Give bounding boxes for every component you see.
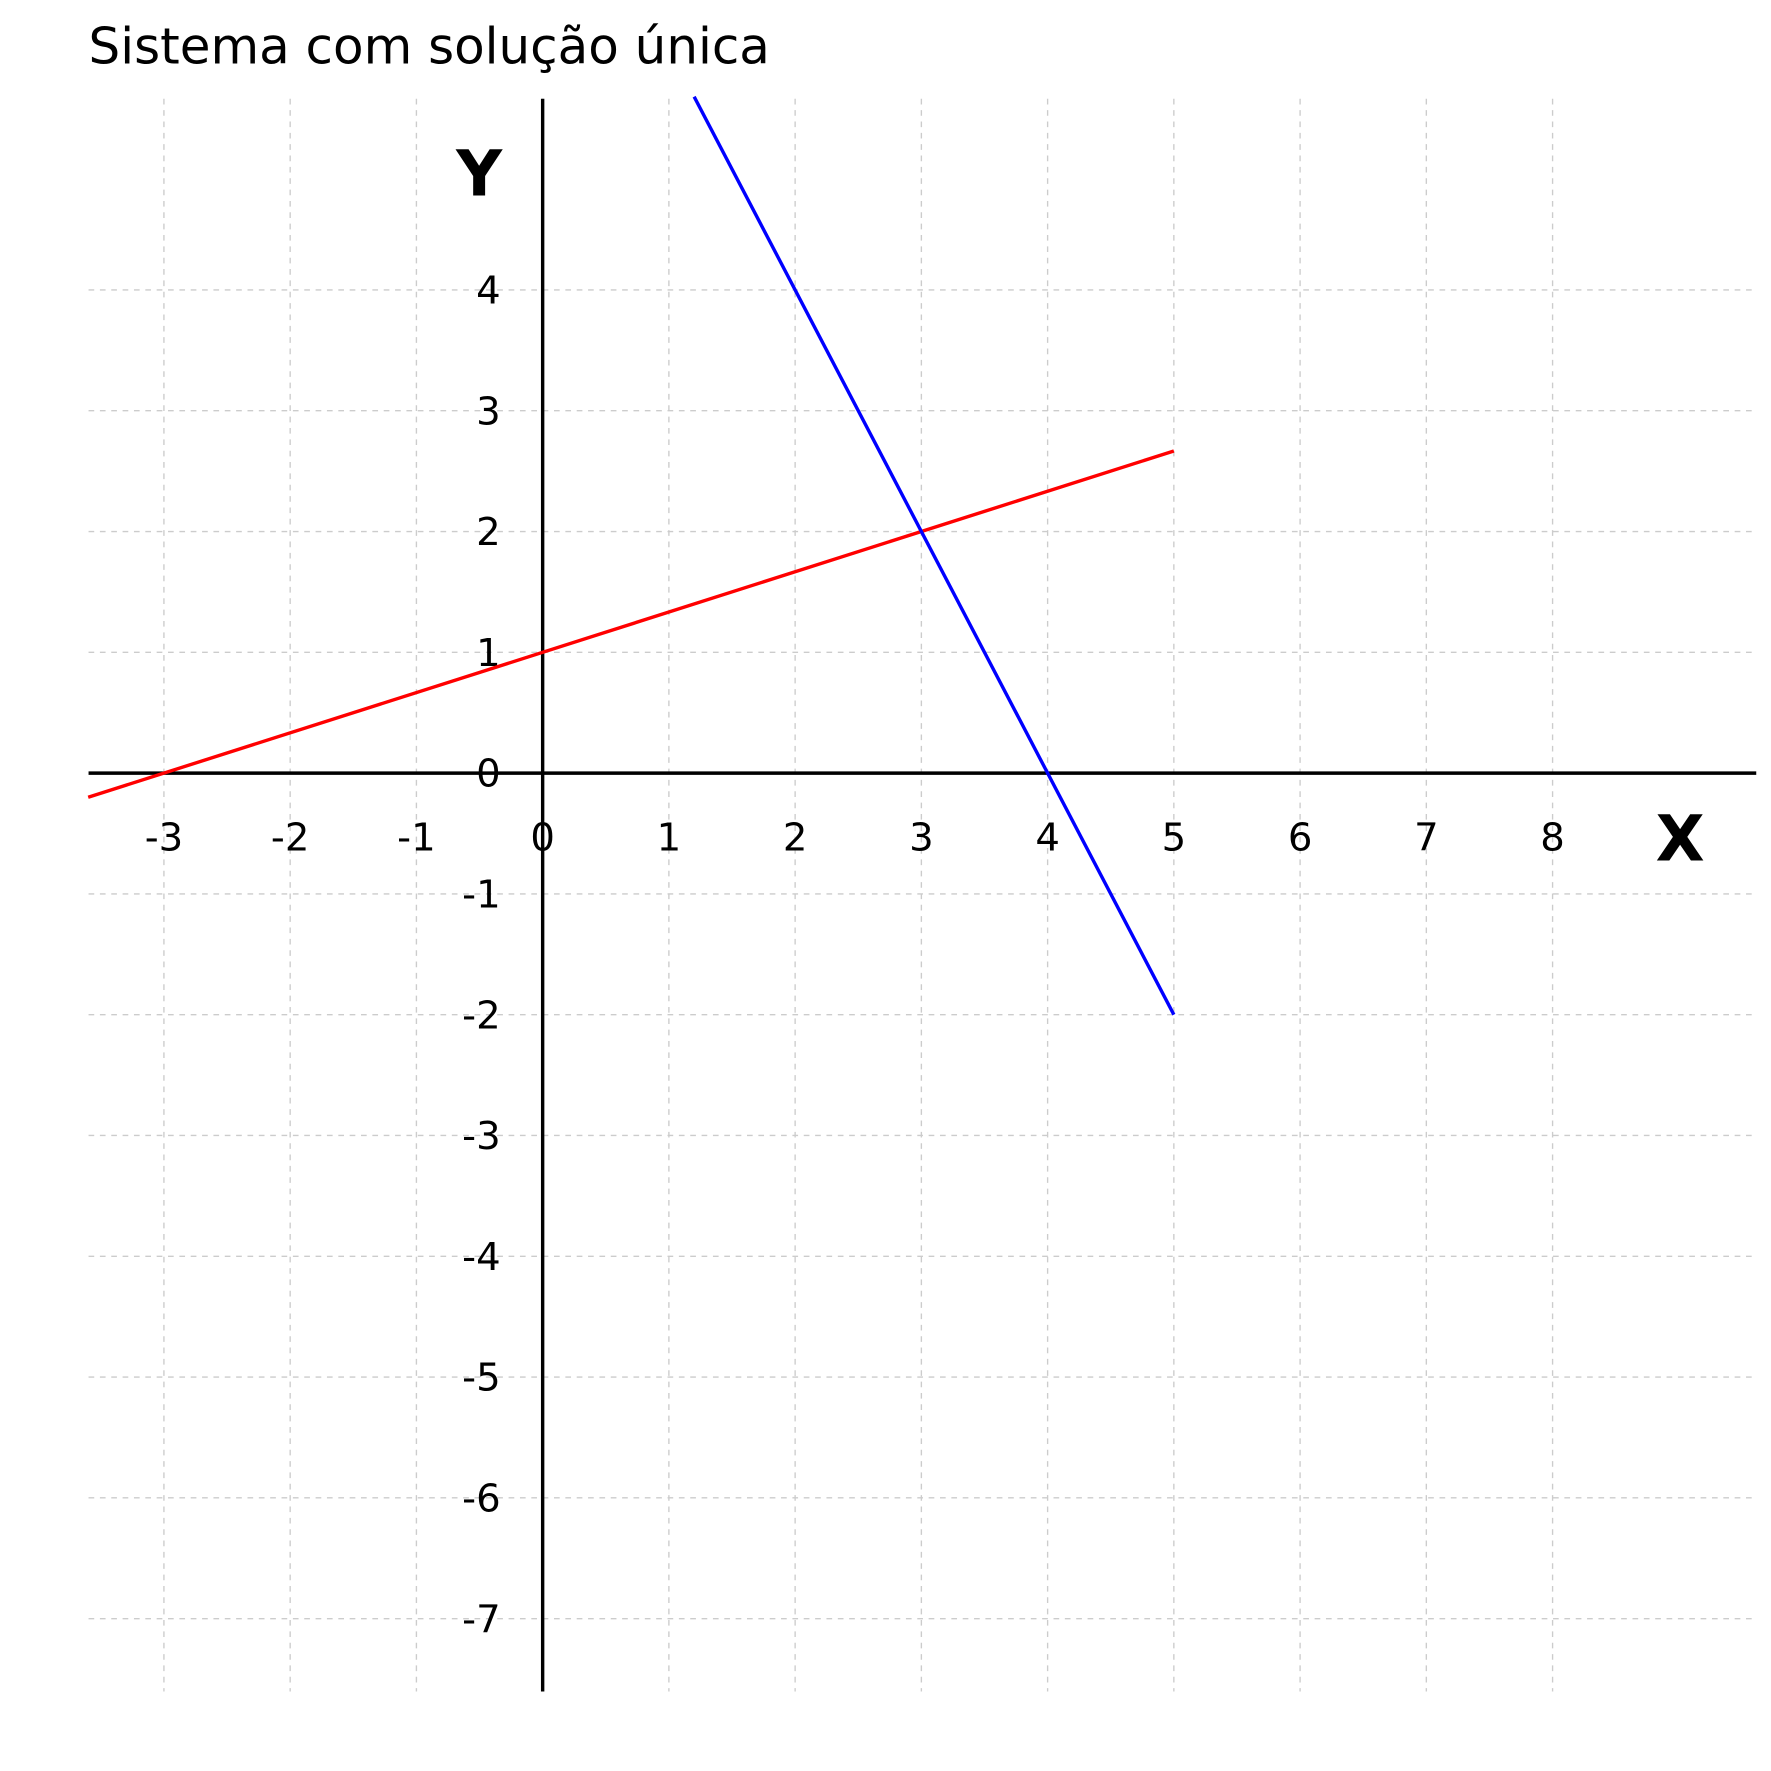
y-tick-label: -5: [462, 1356, 500, 1401]
y-tick-label: -1: [462, 873, 500, 918]
red-line: [87, 449, 1175, 799]
x-tick-label: 2: [783, 815, 808, 860]
x-tick-label: 5: [1162, 815, 1187, 860]
grid: [88, 98, 1757, 1692]
x-tick-label: -2: [271, 815, 309, 860]
y-tick-label: 0: [476, 752, 501, 797]
x-tick-label: 8: [1540, 815, 1565, 860]
x-axis-label: X: [1656, 802, 1705, 876]
x-tick-label: 1: [657, 815, 682, 860]
y-tick-label: 3: [476, 389, 501, 434]
chart-title: Sistema com solução única: [89, 18, 770, 76]
x-tick-label: 0: [530, 815, 555, 860]
y-tick-label: 4: [476, 269, 501, 314]
x-tick-label: 3: [909, 815, 934, 860]
x-tick-label: 6: [1288, 815, 1313, 860]
x-tick-label: -3: [145, 815, 183, 860]
y-tick-label: -7: [462, 1597, 500, 1642]
blue-line: [692, 95, 1176, 1016]
axes: [88, 98, 1757, 1692]
y-tick-label: -4: [462, 1235, 500, 1280]
series-lines: [87, 95, 1176, 1016]
y-tick-label: 2: [476, 510, 501, 555]
y-tick-label: -2: [462, 993, 500, 1038]
y-axis-label: Y: [455, 136, 503, 210]
x-tick-label: 4: [1035, 815, 1060, 860]
y-tick-label: -3: [462, 1114, 500, 1159]
x-tick-label: 7: [1414, 815, 1439, 860]
y-tick-label: -6: [462, 1476, 500, 1521]
x-tick-label: -1: [397, 815, 435, 860]
